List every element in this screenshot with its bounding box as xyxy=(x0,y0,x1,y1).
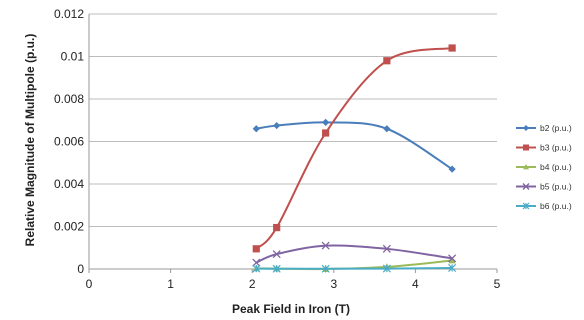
y-tick-label: 0 xyxy=(77,262,84,276)
series-line xyxy=(255,244,453,264)
y-tick-label: 0.008 xyxy=(54,92,84,106)
data-point xyxy=(252,245,260,253)
x-tick-label: 5 xyxy=(494,277,501,291)
x-tick-label: 1 xyxy=(167,277,174,291)
legend-swatch-marker xyxy=(523,125,529,131)
legend: b2 (p.u.) b3 (p.u.) b4 (p.u.) b5 (p.u.) b6 (… xyxy=(516,123,572,211)
y-tick-label: 0.01 xyxy=(61,50,85,64)
gridlines xyxy=(89,13,497,270)
data-point xyxy=(273,121,281,130)
legend-swatch-marker xyxy=(522,202,530,210)
legend-entry: b6 (p.u.) xyxy=(516,201,572,211)
series-line xyxy=(256,121,453,170)
legend-entry: b5 (p.u.) xyxy=(516,182,572,192)
data-point xyxy=(448,263,457,272)
y-axis-title: Relative Magnitude of Multipole (p.u.) xyxy=(23,34,37,247)
x-tick-label: 3 xyxy=(330,277,337,291)
x-axis-title: Peak Field in Iron (T) xyxy=(232,302,350,316)
data-point xyxy=(322,118,330,126)
legend-swatch-marker xyxy=(523,144,529,151)
data-point xyxy=(321,264,330,273)
y-tick-label: 0.006 xyxy=(54,135,84,149)
data-point xyxy=(252,258,261,267)
data-point xyxy=(321,241,330,250)
legend-entry: b2 (p.u.) xyxy=(516,123,572,133)
legend-entry: b4 (p.u.) xyxy=(516,162,572,172)
data-point xyxy=(383,57,391,65)
legend-label: b2 (p.u.) xyxy=(540,123,572,133)
data-point xyxy=(252,264,261,273)
legend-entry: b3 (p.u.) xyxy=(516,143,572,153)
legend-label: b6 (p.u.) xyxy=(540,201,572,211)
x-tick-label: 2 xyxy=(249,277,256,291)
series-b5 xyxy=(252,241,457,267)
legend-label: b4 (p.u.) xyxy=(540,162,572,172)
data-point xyxy=(272,250,281,259)
data-point xyxy=(448,254,457,263)
legend-swatch-marker xyxy=(522,183,530,190)
data-point xyxy=(383,125,391,133)
data-point xyxy=(322,129,330,137)
y-tick-label: 0.002 xyxy=(54,220,84,234)
data-series xyxy=(252,44,457,273)
series-b6 xyxy=(252,263,457,273)
data-point xyxy=(448,44,456,52)
series-b3 xyxy=(252,44,456,253)
data-point xyxy=(448,256,456,264)
data-point xyxy=(252,125,260,133)
y-tick-label: 0.004 xyxy=(54,177,84,191)
legend-label: b5 (p.u.) xyxy=(540,182,572,192)
x-tick-label: 4 xyxy=(412,277,419,291)
data-point xyxy=(382,264,391,273)
x-tick-label: 0 xyxy=(86,277,93,291)
legend-swatch-marker xyxy=(523,164,529,170)
series-b2 xyxy=(252,118,456,173)
legend-label: b3 (p.u.) xyxy=(540,143,572,153)
data-point xyxy=(382,244,391,253)
y-tick-label: 0.012 xyxy=(54,7,84,21)
data-point xyxy=(273,223,281,232)
data-point xyxy=(272,264,281,273)
series-line xyxy=(256,266,453,270)
data-point xyxy=(448,165,456,173)
axes: 0 0.002 0.004 0.006 0.008 0.01 0.012 0 1 2 3 4 5 xyxy=(54,7,501,291)
